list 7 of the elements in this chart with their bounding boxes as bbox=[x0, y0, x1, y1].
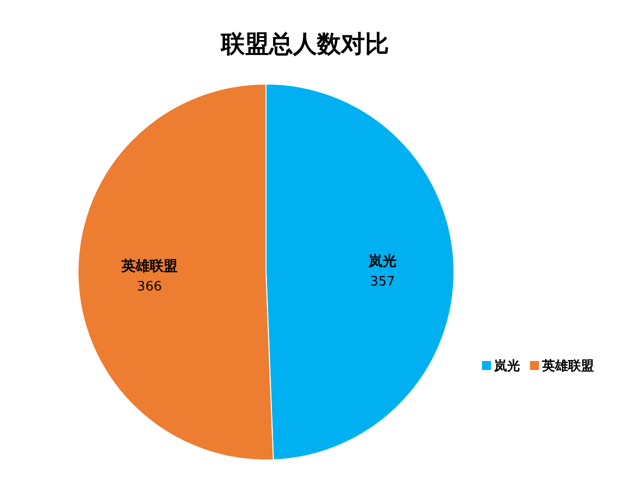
legend-label: 英雄联盟 bbox=[541, 359, 594, 374]
chart-title: 联盟总人数对比 bbox=[220, 30, 389, 58]
slice-label: 英雄联盟 bbox=[120, 258, 178, 274]
slice-label: 岚光 bbox=[368, 254, 397, 270]
legend-label: 岚光 bbox=[493, 359, 520, 374]
data-label: 357 bbox=[370, 274, 395, 290]
data-label: 366 bbox=[137, 279, 162, 294]
